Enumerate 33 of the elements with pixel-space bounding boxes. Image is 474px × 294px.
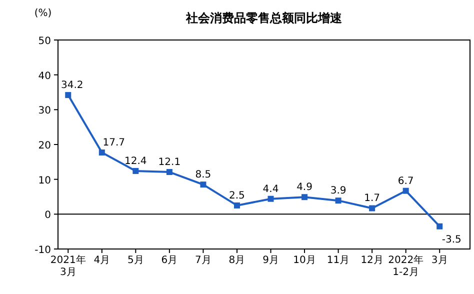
- y-tick-label: 20: [38, 140, 51, 152]
- x-tick-label: 3月: [431, 255, 448, 266]
- data-label: 17.7: [102, 138, 126, 149]
- y-axis-title: (%): [34, 8, 52, 19]
- data-label: -3.5: [442, 234, 462, 246]
- data-label: 12.4: [124, 156, 147, 167]
- x-tick-label: 11月: [326, 255, 350, 266]
- data-label: 1.7: [364, 193, 380, 204]
- x-tick-label: 8月: [228, 255, 246, 266]
- data-label: 3.9: [330, 186, 346, 197]
- data-label: 4.4: [262, 184, 279, 195]
- x-tick-label: 12月: [360, 255, 384, 266]
- x-tick-label: 9月: [262, 255, 279, 266]
- y-tick-label: 40: [38, 70, 51, 82]
- data-label: 4.9: [296, 182, 312, 194]
- y-tick-label: 50: [38, 36, 51, 47]
- data-label: 34.2: [61, 80, 84, 92]
- x-tick-label: 6月: [161, 255, 178, 266]
- x-tick-label: 5月: [127, 255, 144, 266]
- x-tick-label: 2021年 3月: [50, 254, 86, 278]
- x-tick-label: 4月: [94, 255, 110, 266]
- y-tick-label: 0: [44, 210, 51, 222]
- data-label: 8.5: [195, 170, 212, 181]
- y-tick-label: 30: [38, 106, 51, 117]
- y-tick-label: -10: [34, 245, 51, 256]
- data-label: 12.1: [158, 157, 181, 168]
- y-tick-label: 10: [38, 175, 51, 186]
- x-tick-label: 10月: [293, 255, 316, 266]
- x-tick-label: 7月: [195, 255, 212, 266]
- data-label: 2.5: [229, 190, 245, 202]
- chart-title: 社会消费品零售总额同比增速: [185, 11, 343, 25]
- x-tick-label: 2022年 1-2月: [388, 254, 424, 278]
- data-label: 6.7: [398, 176, 414, 187]
